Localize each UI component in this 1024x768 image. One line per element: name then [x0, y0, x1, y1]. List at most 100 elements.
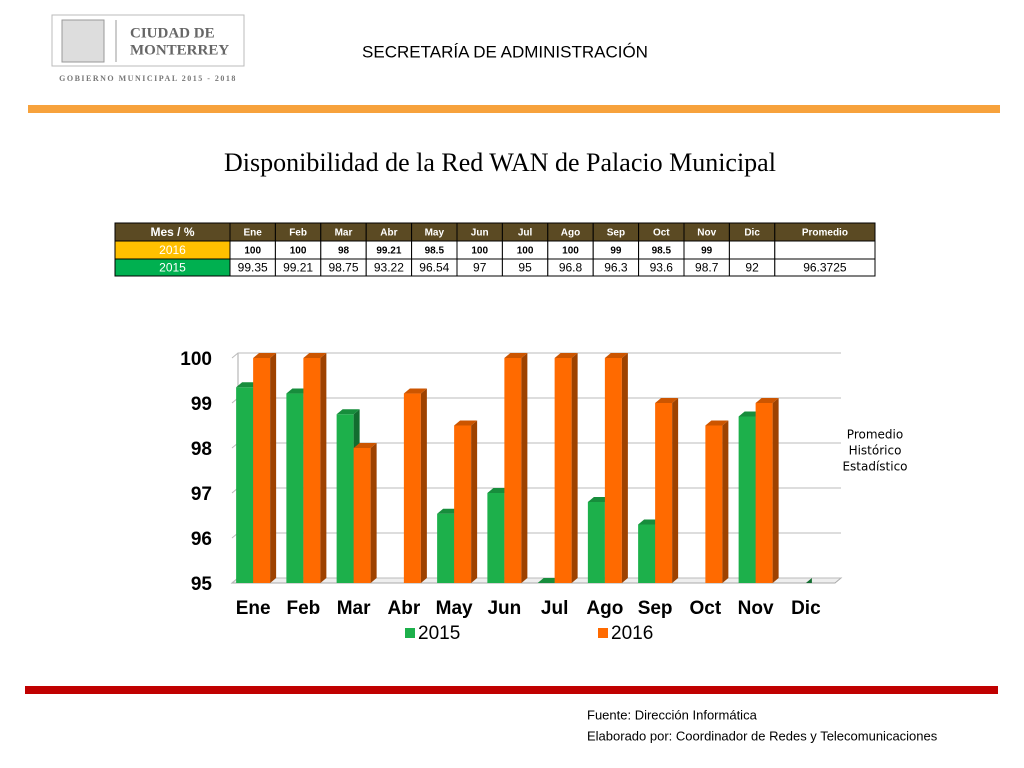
bar-front	[387, 583, 404, 663]
bar-front	[504, 358, 522, 583]
table-cell-text: 99.35	[238, 261, 268, 275]
x-tick-label: Dic	[791, 598, 821, 619]
x-tick-label: Ago	[586, 598, 623, 619]
x-tick-label: Ene	[236, 598, 271, 619]
table-cell-text: 100	[562, 246, 579, 257]
bar-top	[688, 641, 711, 646]
bar-side	[270, 353, 277, 583]
bar-side	[772, 398, 779, 583]
logo-text: CIUDAD DE	[130, 25, 215, 41]
legend-label: 2015	[418, 623, 460, 644]
annotation: Histórico	[849, 444, 902, 458]
bar-side	[370, 443, 377, 583]
bar-front	[655, 403, 673, 583]
bar	[705, 420, 729, 583]
table-row-label: 2016	[159, 243, 186, 257]
bar-front	[236, 387, 254, 583]
table-header-text: Sep	[607, 228, 625, 239]
bar-front	[587, 502, 605, 583]
x-tick-label: Sep	[638, 598, 673, 619]
table-cell-text: 100	[471, 246, 488, 257]
bar	[387, 578, 410, 663]
header-rule	[28, 105, 1000, 113]
bar-front	[738, 416, 756, 583]
bar-front	[303, 358, 321, 583]
grid-line	[231, 352, 841, 359]
table-cell-text: 92	[745, 261, 759, 275]
bar-front	[353, 448, 371, 583]
x-tick-label: Abr	[388, 598, 421, 619]
bar-top	[554, 353, 578, 358]
y-tick-label: 98	[191, 439, 212, 460]
department: SECRETARÍA DE ADMINISTRACIÓN	[362, 42, 648, 61]
bar-top	[303, 353, 327, 358]
table-header-text: Jun	[471, 228, 489, 239]
source: Fuente: Dirección Informática	[587, 707, 758, 722]
table-cell-text: 99	[701, 246, 713, 257]
bar-top	[403, 388, 427, 394]
bar	[504, 353, 528, 583]
y-tick-label: 100	[180, 349, 212, 370]
legend-swatch	[405, 628, 415, 638]
table-cell-text: 96.3	[604, 261, 628, 275]
table-header-text: Oct	[653, 228, 670, 239]
x-tick-label: Mar	[337, 598, 371, 619]
author: Elaborado por: Coordinador de Redes y Te…	[587, 728, 938, 743]
bar-front	[286, 393, 304, 583]
bar	[604, 353, 628, 583]
table-cell-text: 96.54	[419, 261, 449, 275]
y-tick-label: 99	[191, 394, 212, 415]
table-cell-text: 99.21	[283, 261, 313, 275]
slide-title: Disponibilidad de la Red WAN de Palacio …	[224, 148, 776, 177]
bar-top	[353, 443, 377, 448]
legend-swatch	[598, 628, 608, 638]
table-header-text: Dic	[744, 228, 760, 239]
bar-top	[655, 398, 679, 403]
bar	[805, 578, 812, 583]
bar-top	[705, 420, 729, 426]
logo-emblem	[61, 19, 105, 63]
table-cell-text: 100	[244, 246, 261, 257]
bar	[554, 353, 578, 583]
table-header-text: Mar	[335, 228, 353, 239]
bar-front	[604, 358, 622, 583]
bar-side	[320, 353, 327, 583]
annotation: Estadístico	[842, 460, 907, 474]
y-tick-label: 97	[191, 484, 212, 505]
logo-text: MONTERREY	[130, 42, 229, 58]
x-tick-label: May	[436, 598, 473, 619]
y-tick-label: 96	[191, 529, 212, 550]
x-tick-label: Feb	[286, 598, 320, 619]
footer-rule	[25, 686, 998, 694]
bar-front	[638, 524, 656, 583]
table-cell-text: 93.6	[650, 261, 674, 275]
table-cell	[774, 258, 876, 277]
table-cell-text: 93.22	[374, 261, 404, 275]
table-header-text: May	[425, 228, 445, 239]
table-header-text: Ene	[244, 228, 263, 239]
bar-top	[454, 420, 478, 426]
bar-side	[521, 353, 528, 583]
bar-side	[722, 420, 729, 583]
table-cell-text: 100	[517, 246, 534, 257]
table-cell	[774, 240, 876, 260]
table-header-text: Ago	[561, 228, 580, 239]
bar-top	[755, 398, 779, 403]
bar-top	[504, 353, 528, 358]
table-cell-text: 97	[473, 261, 487, 275]
bar	[353, 443, 377, 583]
y-tick-label: 95	[191, 574, 213, 595]
bar	[303, 353, 327, 583]
logo-footer: GOBIERNO MUNICIPAL 2015 - 2018	[59, 74, 237, 83]
x-tick-label: Oct	[690, 598, 722, 619]
bar-front	[454, 425, 472, 583]
bar-front	[554, 358, 572, 583]
table-cell-text: 99	[610, 246, 622, 257]
bar	[403, 388, 427, 583]
logo-box	[51, 14, 245, 67]
chart: 95 96 97 98 99 100 Ene Feb Mar Abr May Jun Jul Ago Sep…	[180, 349, 907, 663]
table-header-text: Feb	[289, 228, 307, 239]
bar-side	[471, 420, 478, 583]
